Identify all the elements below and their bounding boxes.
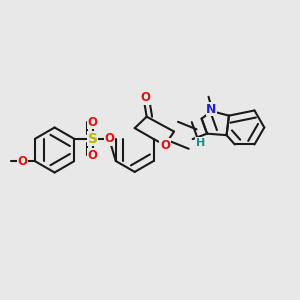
Text: O: O	[141, 91, 151, 104]
Text: O: O	[104, 132, 114, 145]
Text: O: O	[17, 155, 28, 168]
Text: H: H	[196, 138, 205, 148]
Text: O: O	[160, 139, 170, 152]
Text: O: O	[88, 116, 98, 129]
Text: S: S	[88, 132, 98, 146]
Text: N: N	[206, 103, 217, 116]
Text: O: O	[88, 149, 98, 162]
